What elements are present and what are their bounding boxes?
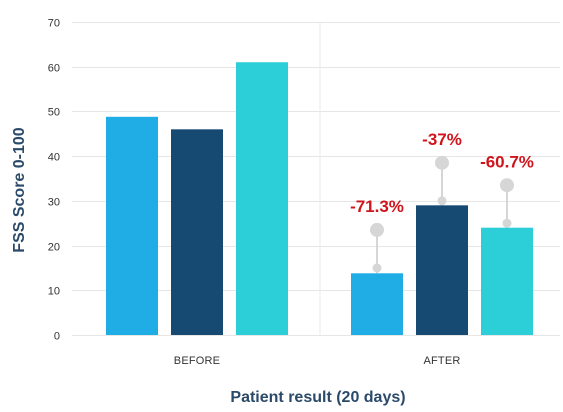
x-axis-title: Patient result (20 days) (230, 389, 405, 406)
y-tick-label: 30 (48, 197, 60, 209)
reference-dot-small (372, 263, 382, 273)
bars (106, 62, 533, 336)
reference-dot-large (500, 178, 514, 193)
bar-before-2 (171, 129, 223, 335)
reference-dot-large (435, 155, 449, 170)
reference-dot-small (502, 218, 512, 228)
y-tick-label: 70 (48, 18, 60, 30)
x-category-label: AFTER (423, 355, 460, 367)
y-tick-label: 0 (54, 331, 60, 343)
x-category-label: BEFORE (174, 355, 220, 367)
y-tick-label: 10 (48, 286, 60, 298)
bar-before-3 (236, 62, 288, 335)
reference-dot-small (437, 196, 447, 206)
y-axis-title: FSS Score 0-100 (11, 127, 28, 253)
bar-before-1 (106, 116, 158, 336)
y-tick-label: 50 (48, 107, 60, 119)
x-axis-categories: BEFORE AFTER (174, 355, 461, 367)
reference-markers (370, 155, 514, 274)
annotations: -71.3% -37% -60.7% (350, 130, 534, 216)
y-tick-label: 60 (48, 63, 60, 75)
bar-after-1 (351, 273, 403, 335)
reference-dot-large (370, 222, 384, 237)
bar-after-2 (416, 205, 468, 335)
bar-after-3 (481, 227, 533, 335)
percent-change-annotation: -60.7% (480, 152, 534, 171)
percent-change-annotation: -37% (422, 130, 462, 149)
y-axis-ticks: 0 10 20 30 40 50 60 70 (48, 18, 60, 343)
y-tick-label: 40 (48, 152, 60, 164)
y-tick-label: 20 (48, 242, 60, 254)
percent-change-annotation: -71.3% (350, 197, 404, 216)
